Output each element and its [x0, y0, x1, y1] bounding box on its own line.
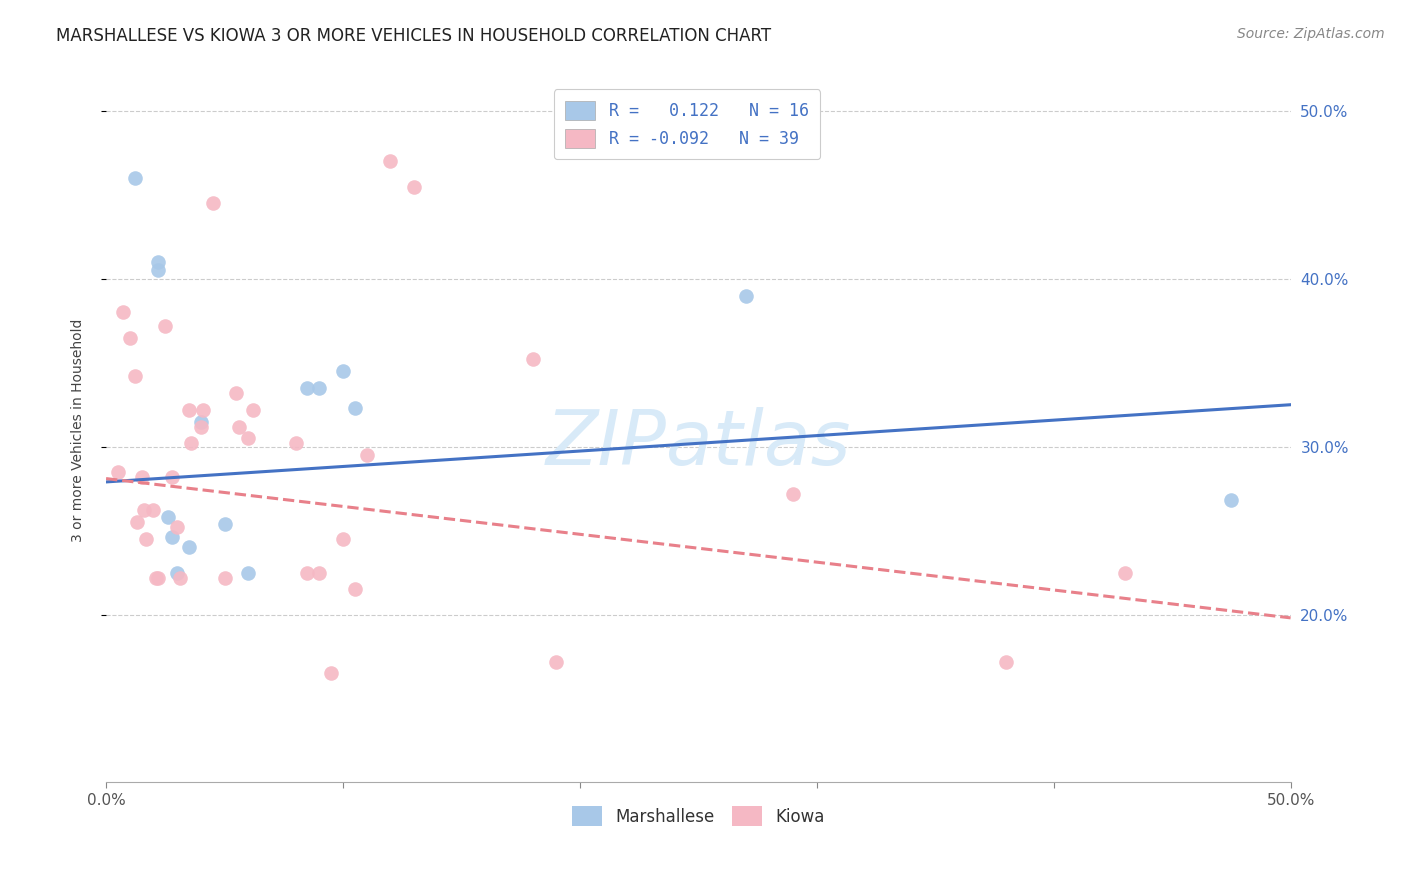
- Point: [308, 566, 330, 580]
- Point: [124, 171, 146, 186]
- Point: [995, 655, 1018, 669]
- Point: [297, 566, 319, 580]
- Point: [162, 470, 184, 484]
- Point: [148, 571, 170, 585]
- Point: [308, 381, 330, 395]
- Point: [284, 436, 307, 450]
- Point: [356, 448, 378, 462]
- Point: [332, 532, 354, 546]
- Point: [132, 503, 155, 517]
- Point: [125, 515, 148, 529]
- Point: [225, 386, 247, 401]
- Point: [142, 503, 165, 517]
- Legend: Marshallese, Kiowa: Marshallese, Kiowa: [564, 798, 832, 834]
- Point: [238, 566, 260, 580]
- Y-axis label: 3 or more Vehicles in Household: 3 or more Vehicles in Household: [72, 318, 86, 541]
- Text: MARSHALLESE VS KIOWA 3 OR MORE VEHICLES IN HOUSEHOLD CORRELATION CHART: MARSHALLESE VS KIOWA 3 OR MORE VEHICLES …: [56, 27, 772, 45]
- Point: [156, 510, 179, 524]
- Point: [169, 571, 191, 585]
- Point: [124, 369, 146, 384]
- Point: [546, 655, 568, 669]
- Point: [190, 419, 212, 434]
- Point: [1220, 493, 1243, 508]
- Point: [145, 571, 167, 585]
- Point: [190, 415, 212, 429]
- Point: [155, 318, 177, 333]
- Point: [1114, 566, 1136, 580]
- Point: [177, 402, 200, 417]
- Point: [180, 436, 202, 450]
- Point: [242, 402, 264, 417]
- Point: [380, 154, 402, 169]
- Point: [166, 520, 188, 534]
- Point: [111, 305, 134, 319]
- Point: [297, 381, 319, 395]
- Point: [131, 470, 153, 484]
- Point: [522, 352, 544, 367]
- Point: [166, 566, 188, 580]
- Point: [193, 402, 215, 417]
- Text: Source: ZipAtlas.com: Source: ZipAtlas.com: [1237, 27, 1385, 41]
- Point: [238, 431, 260, 445]
- Point: [782, 486, 804, 500]
- Point: [343, 401, 366, 415]
- Point: [107, 465, 129, 479]
- Point: [148, 263, 170, 277]
- Point: [135, 532, 157, 546]
- Point: [734, 288, 756, 302]
- Point: [214, 516, 236, 531]
- Point: [402, 179, 425, 194]
- Point: [118, 330, 141, 344]
- Point: [228, 419, 250, 434]
- Point: [201, 196, 224, 211]
- Point: [177, 541, 200, 555]
- Point: [321, 666, 343, 681]
- Point: [214, 571, 236, 585]
- Text: ZIPatlas: ZIPatlas: [546, 407, 851, 481]
- Point: [162, 530, 184, 544]
- Point: [332, 364, 354, 378]
- Point: [148, 255, 170, 269]
- Point: [343, 582, 366, 597]
